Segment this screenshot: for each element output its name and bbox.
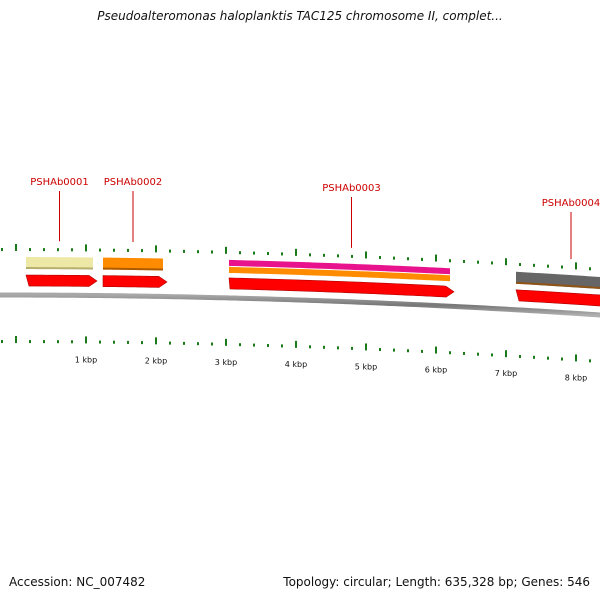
chromosome-backbone: [0, 292, 600, 318]
outer-tick-marks: [1, 244, 591, 271]
scale-label: 8 kbp: [565, 373, 587, 382]
gene-labels: PSHAb0001 PSHAb0002 PSHAb0003 PSHAb0004: [30, 177, 600, 260]
topology-text: Topology: circular; Length: 635,328 bp; …: [283, 575, 590, 589]
track-magenta: [229, 259, 450, 275]
gene-label: PSHAb0004: [542, 198, 600, 209]
scale-label: 4 kbp: [285, 360, 307, 369]
gene-arrow: [228, 277, 455, 298]
gene-label: PSHAb0001: [30, 177, 89, 188]
track-shadow: [26, 267, 93, 270]
gene-label: PSHAb0003: [322, 183, 381, 194]
scale-labels: 1 kbp 2 kbp 3 kbp 4 kbp 5 kbp 6 kbp 7 kbp 8 kbp: [75, 355, 587, 382]
track-shadow: [516, 281, 600, 289]
track-orange: [229, 266, 450, 282]
track-shadow: [103, 267, 163, 271]
scale-label: 1 kbp: [75, 355, 97, 364]
scale-label: 6 kbp: [425, 366, 447, 375]
gene-arrows: [25, 274, 600, 307]
accession-text: Accession: NC_007482: [9, 575, 146, 589]
feature-tracks: [26, 257, 600, 289]
gene-label: PSHAb0002: [104, 177, 163, 188]
gene-arrow: [102, 275, 168, 289]
map-title: Pseudoalteromonas haloplanktis TAC125 ch…: [97, 9, 503, 23]
gene-arrow: [25, 274, 98, 288]
track-orange: [103, 257, 163, 271]
inner-tick-marks: [1, 336, 591, 363]
scale-label: 3 kbp: [215, 358, 237, 367]
scale-label: 2 kbp: [145, 356, 167, 365]
scale-label: 7 kbp: [495, 369, 517, 378]
scale-label: 5 kbp: [355, 362, 377, 371]
track-pale-yellow: [26, 257, 93, 270]
gene-arrow: [515, 289, 600, 307]
